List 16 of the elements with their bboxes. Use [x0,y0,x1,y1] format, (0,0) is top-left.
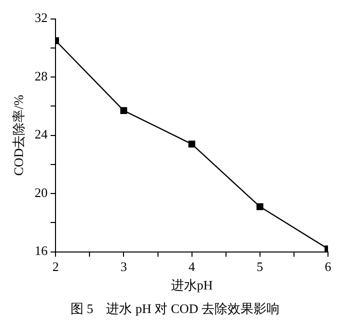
x-tick-label: 2 [52,259,59,274]
y-tick-label: 20 [34,184,48,200]
y-tick-label: 24 [34,126,48,142]
caption: 图 5 进水 pH 对 COD 去除效果影响 [69,300,281,318]
point [256,203,264,210]
x-tick-label: 6 [324,259,332,274]
x-tick-label: 3 [120,259,127,274]
point [120,107,128,114]
x-tick-label: 5 [256,259,264,274]
y-tick-label: 32 [34,10,48,26]
point [188,140,196,148]
y-tick-label: 16 [34,243,48,258]
x-tick-label: 4 [188,259,196,274]
y-tick-label: 28 [34,68,48,84]
y-axis-title: COD去除率/% [11,94,26,176]
x-axis-title: 进水pH [170,278,213,293]
